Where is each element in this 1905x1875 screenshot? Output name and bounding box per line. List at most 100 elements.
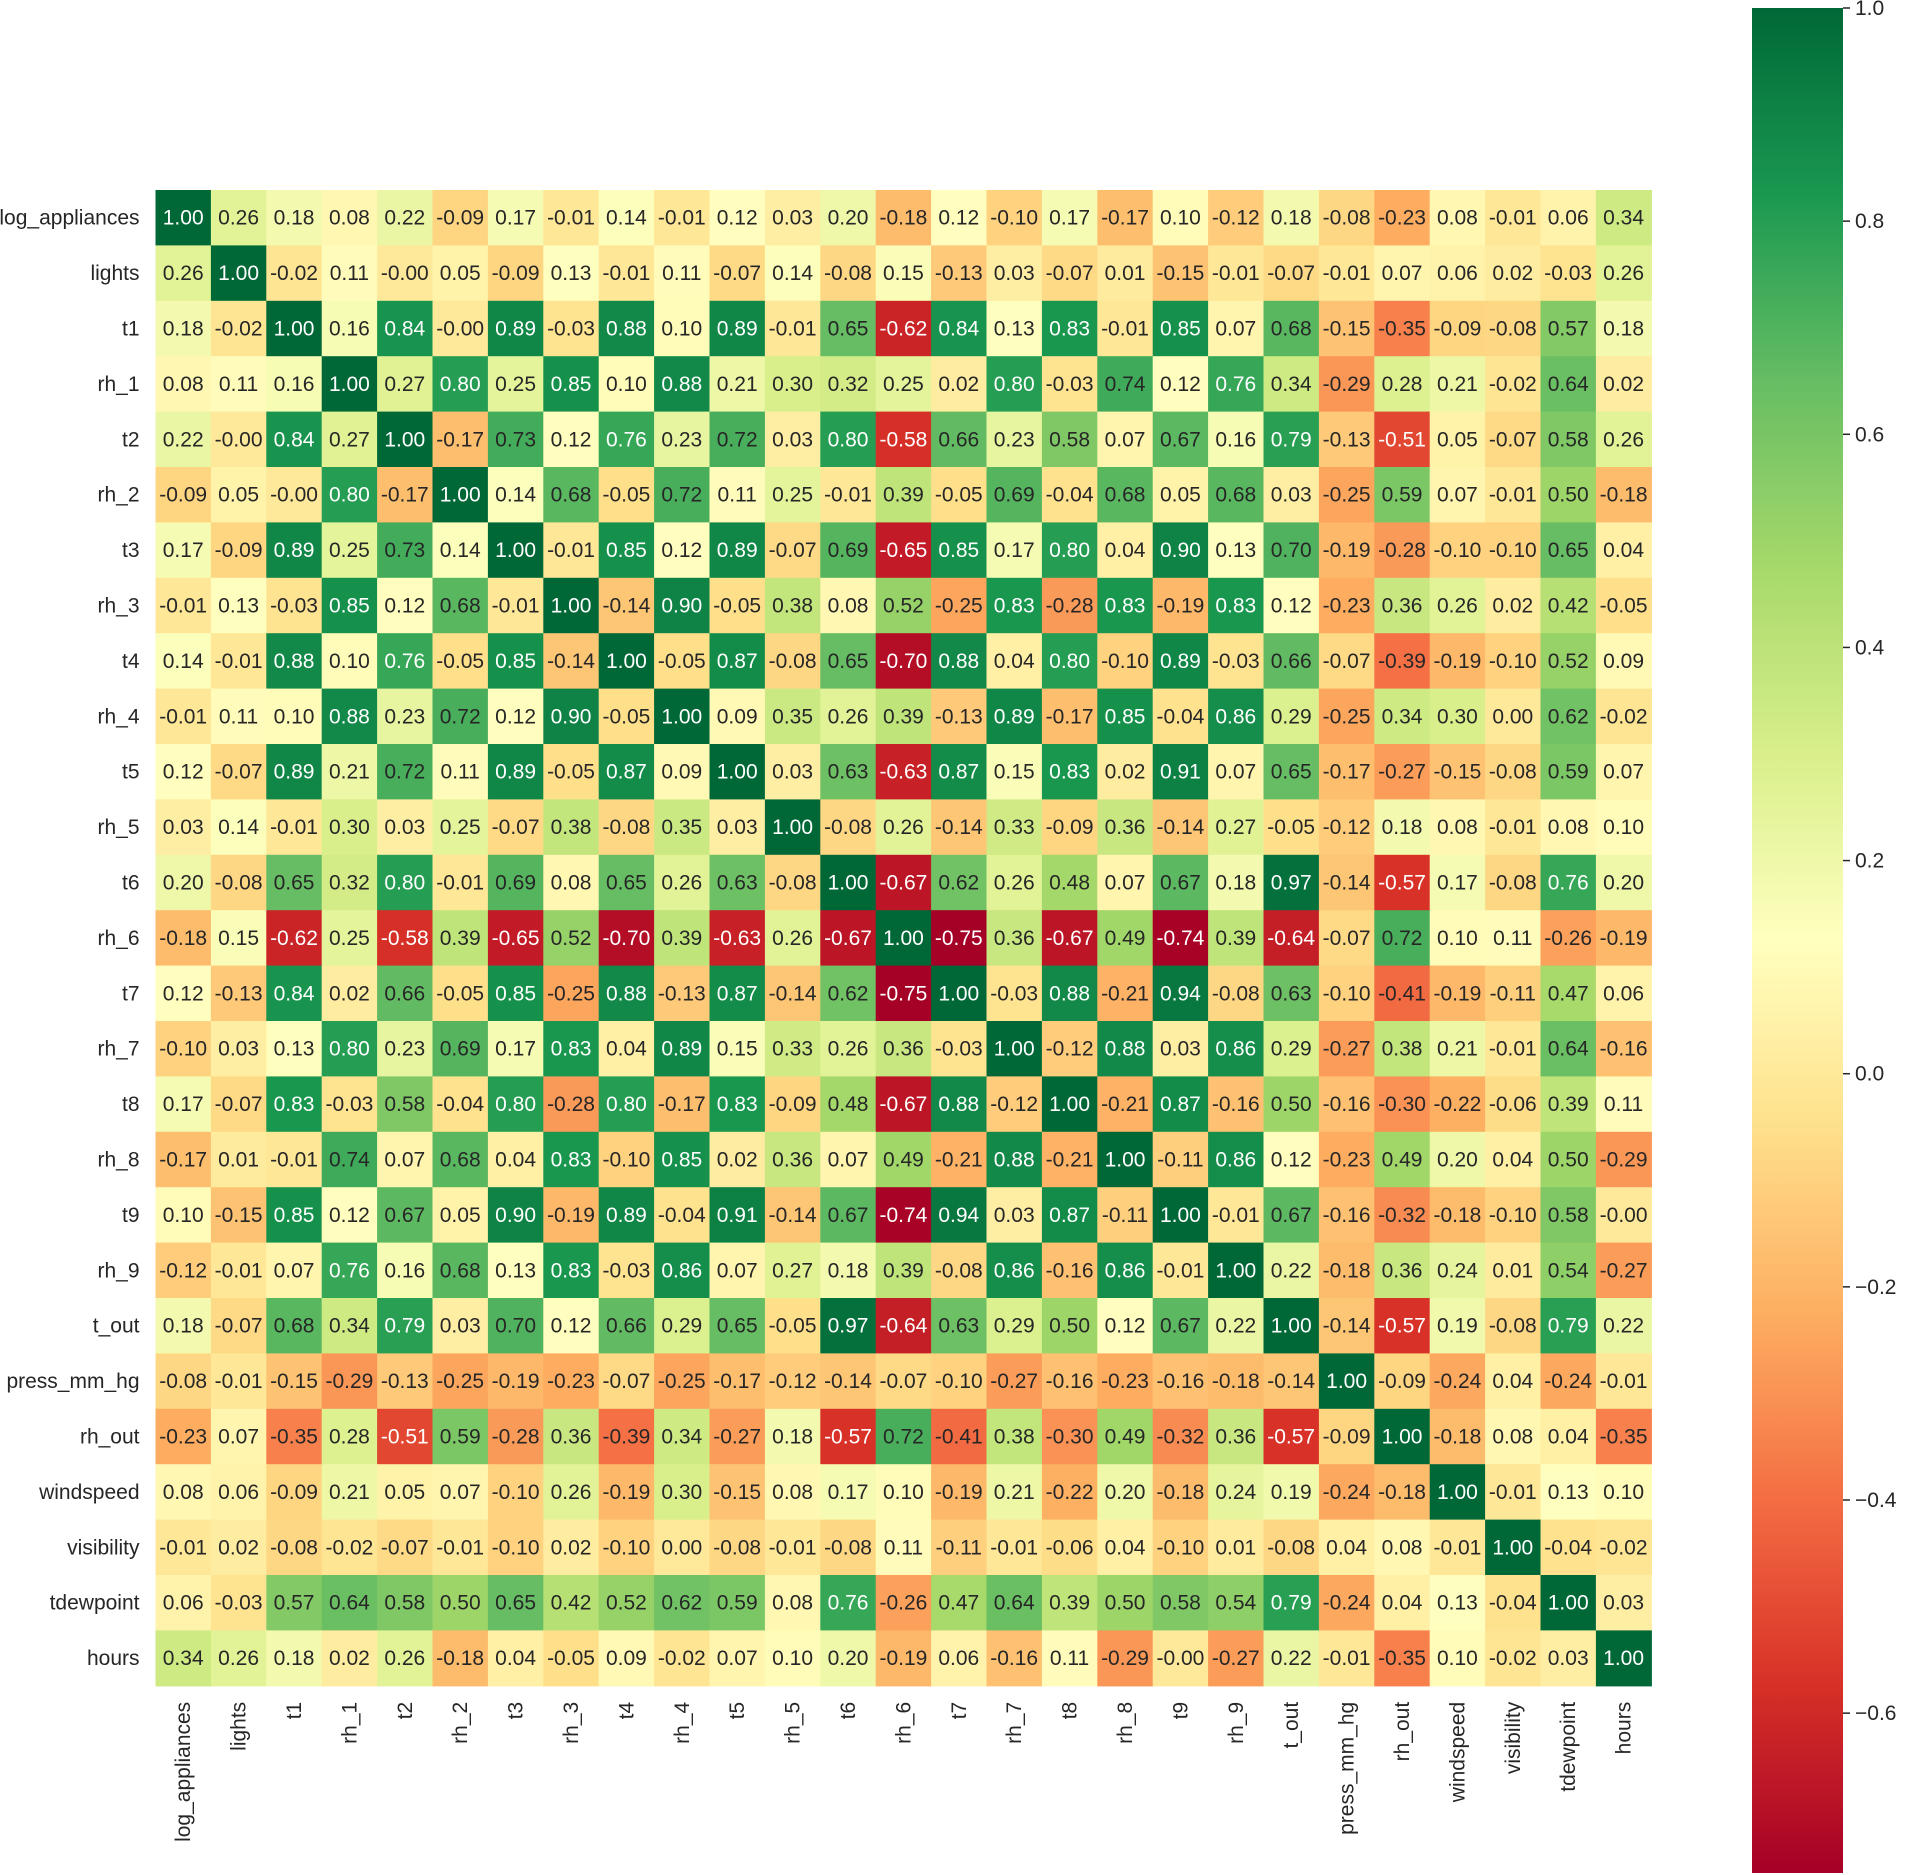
- heatmap-cell-rh_8-lights: [210, 1131, 267, 1188]
- cell-value-t4-t9: 0.89: [1160, 650, 1201, 673]
- cell-value-rh_5-t5: 0.03: [717, 816, 758, 839]
- heatmap-cell-rh_8-rh_out: [1374, 1131, 1431, 1188]
- cell-value-visibility-lights: 0.02: [218, 1536, 259, 1559]
- cell-value-windspeed-windspeed: 1.00: [1437, 1481, 1478, 1504]
- heatmap-cell-visibility-press_mm_hg: [1318, 1519, 1375, 1576]
- cell-value-rh_9-rh_7: 0.86: [994, 1259, 1035, 1282]
- heatmap-cell-rh_3-tdewpoint: [1540, 577, 1597, 634]
- cell-value-hours-rh_out: -0.35: [1378, 1647, 1426, 1670]
- heatmap-cell-t4-t7: [931, 633, 988, 690]
- cell-value-t_out-windspeed: 0.19: [1437, 1315, 1478, 1338]
- cell-value-rh_1-rh_7: 0.80: [994, 373, 1035, 396]
- heatmap-cell-hours-windspeed: [1429, 1630, 1486, 1687]
- cell-value-rh_8-hours: -0.29: [1600, 1149, 1648, 1172]
- heatmap-cell-t_out-t2: [377, 1298, 434, 1354]
- heatmap-cell-rh_4-rh_4: [654, 688, 711, 745]
- cell-value-windspeed-rh_5: 0.08: [772, 1481, 813, 1504]
- cell-value-t3-visibility: -0.10: [1489, 539, 1537, 562]
- heatmap-cell-t4-t_out: [1263, 633, 1320, 690]
- cell-value-rh_1-t7: 0.02: [938, 373, 979, 396]
- cell-value-rh_2-rh_1: 0.80: [329, 484, 370, 507]
- cell-value-log_appliances-rh_2: -0.09: [436, 207, 484, 230]
- heatmap-cell-rh_2-tdewpoint: [1540, 467, 1597, 523]
- cell-value-log_appliances-rh_6: -0.18: [879, 207, 927, 230]
- heatmap-cell-t_out-press_mm_hg: [1318, 1298, 1375, 1354]
- cell-value-lights-rh_7: 0.03: [994, 262, 1035, 285]
- cell-value-lights-tdewpoint: -0.03: [1544, 262, 1592, 285]
- heatmap-cell-t_out-rh_5: [764, 1298, 821, 1354]
- cell-value-rh_5-windspeed: 0.08: [1437, 816, 1478, 839]
- heatmap-cell-rh_5-t6: [820, 799, 877, 856]
- heatmap-cell-rh_6-hours: [1595, 910, 1652, 967]
- cell-value-rh_1-rh_1: 1.00: [329, 373, 370, 396]
- cell-value-t8-rh_2: -0.04: [436, 1093, 484, 1116]
- cell-value-t3-lights: -0.09: [215, 539, 263, 562]
- column-label-press_mm_hg: press_mm_hg: [1336, 1702, 1359, 1835]
- cell-value-log_appliances-t1: 0.18: [274, 207, 315, 230]
- cell-value-t3-tdewpoint: 0.65: [1548, 539, 1589, 562]
- heatmap-cell-t1-rh_8: [1097, 300, 1154, 357]
- cell-value-hours-hours: 1.00: [1603, 1647, 1644, 1670]
- cell-value-rh_2-t8: -0.04: [1046, 484, 1094, 507]
- heatmap-cell-t6-rh_3: [543, 854, 600, 911]
- heatmap-cell-rh_3-t7: [931, 577, 988, 634]
- cell-value-t7-rh_out: -0.41: [1378, 982, 1426, 1005]
- cell-value-t5-log_appliances: 0.12: [163, 761, 204, 784]
- cell-value-tdewpoint-t3: 0.65: [495, 1592, 536, 1615]
- cell-value-rh_6-hours: -0.19: [1600, 927, 1648, 950]
- heatmap-cell-rh_6-t4: [598, 910, 655, 967]
- cell-value-windspeed-t6: 0.17: [828, 1481, 869, 1504]
- cell-value-rh_8-rh_6: 0.49: [883, 1149, 924, 1172]
- cell-value-windspeed-t3: -0.10: [492, 1481, 540, 1504]
- heatmap-cell-t1-windspeed: [1429, 300, 1486, 357]
- cell-value-rh_1-rh_5: 0.30: [772, 373, 813, 396]
- cell-value-t1-rh_2: -0.00: [436, 318, 484, 341]
- heatmap-cell-press_mm_hg-rh_9: [1208, 1353, 1265, 1410]
- heatmap-cell-t7-rh_1: [321, 965, 378, 1022]
- cell-value-rh_5-rh_3: 0.38: [551, 816, 592, 839]
- heatmap-cell-rh_4-hours: [1595, 688, 1652, 745]
- cell-value-hours-t9: -0.00: [1156, 1647, 1204, 1670]
- heatmap-cell-hours-rh_6: [875, 1630, 932, 1687]
- heatmap-cell-rh_out-t7: [931, 1408, 988, 1465]
- cell-value-rh_1-rh_4: 0.88: [661, 373, 702, 396]
- heatmap-cell-t3-rh_4: [654, 522, 711, 579]
- cell-value-press_mm_hg-press_mm_hg: 1.00: [1326, 1370, 1367, 1393]
- cell-value-lights-rh_5: 0.14: [772, 262, 813, 285]
- heatmap-cell-windspeed-log_appliances: [155, 1464, 212, 1521]
- cell-value-rh_3-t9: -0.19: [1156, 595, 1204, 618]
- heatmap-cell-tdewpoint-rh_5: [764, 1575, 821, 1631]
- cell-value-rh_2-rh_6: 0.39: [883, 484, 924, 507]
- cell-value-t5-t3: 0.89: [495, 761, 536, 784]
- cell-value-log_appliances-lights: 0.26: [218, 207, 259, 230]
- heatmap-cell-t6-rh_2: [432, 854, 489, 911]
- heatmap-cell-tdewpoint-rh_3: [543, 1575, 600, 1631]
- cell-value-visibility-rh_7: -0.01: [990, 1536, 1038, 1559]
- heatmap-cell-rh_8-t9: [1152, 1131, 1209, 1188]
- cell-value-t2-rh_out: -0.51: [1378, 428, 1426, 451]
- heatmap-cell-rh_8-t4: [598, 1131, 655, 1188]
- heatmap-cell-rh_out-rh_7: [986, 1408, 1043, 1465]
- cell-value-rh_5-rh_9: 0.27: [1215, 816, 1256, 839]
- heatmap-cell-rh_9-rh_6: [875, 1242, 932, 1299]
- heatmap-cell-press_mm_hg-press_mm_hg: [1318, 1353, 1375, 1410]
- cell-value-t4-rh_3: -0.14: [547, 650, 595, 673]
- heatmap-cell-t_out-rh_7: [986, 1298, 1043, 1354]
- cell-value-rh_6-rh_4: 0.39: [661, 927, 702, 950]
- heatmap-cell-rh_2-rh_out: [1374, 467, 1431, 523]
- heatmap-cell-t6-t1: [266, 854, 323, 911]
- cell-value-t3-t3: 1.00: [495, 539, 536, 562]
- cell-value-log_appliances-rh_7: -0.10: [990, 207, 1038, 230]
- heatmap-cell-rh_7-rh_4: [654, 1021, 711, 1077]
- heatmap-cell-rh_7-t9: [1152, 1021, 1209, 1077]
- cell-value-lights-t5: -0.07: [713, 262, 761, 285]
- cell-value-t_out-rh_6: -0.64: [879, 1315, 927, 1338]
- heatmap-cell-rh_1-windspeed: [1429, 356, 1486, 413]
- heatmap-cell-rh_2-hours: [1595, 467, 1652, 523]
- cell-value-rh_out-rh_7: 0.38: [994, 1426, 1035, 1449]
- heatmap-cell-rh_3-rh_4: [654, 577, 711, 634]
- cell-value-rh_2-rh_9: 0.68: [1215, 484, 1256, 507]
- heatmap-cell-tdewpoint-hours: [1595, 1575, 1652, 1631]
- heatmap-cell-t_out-t8: [1041, 1298, 1098, 1354]
- heatmap-cell-t6-t3: [487, 854, 544, 911]
